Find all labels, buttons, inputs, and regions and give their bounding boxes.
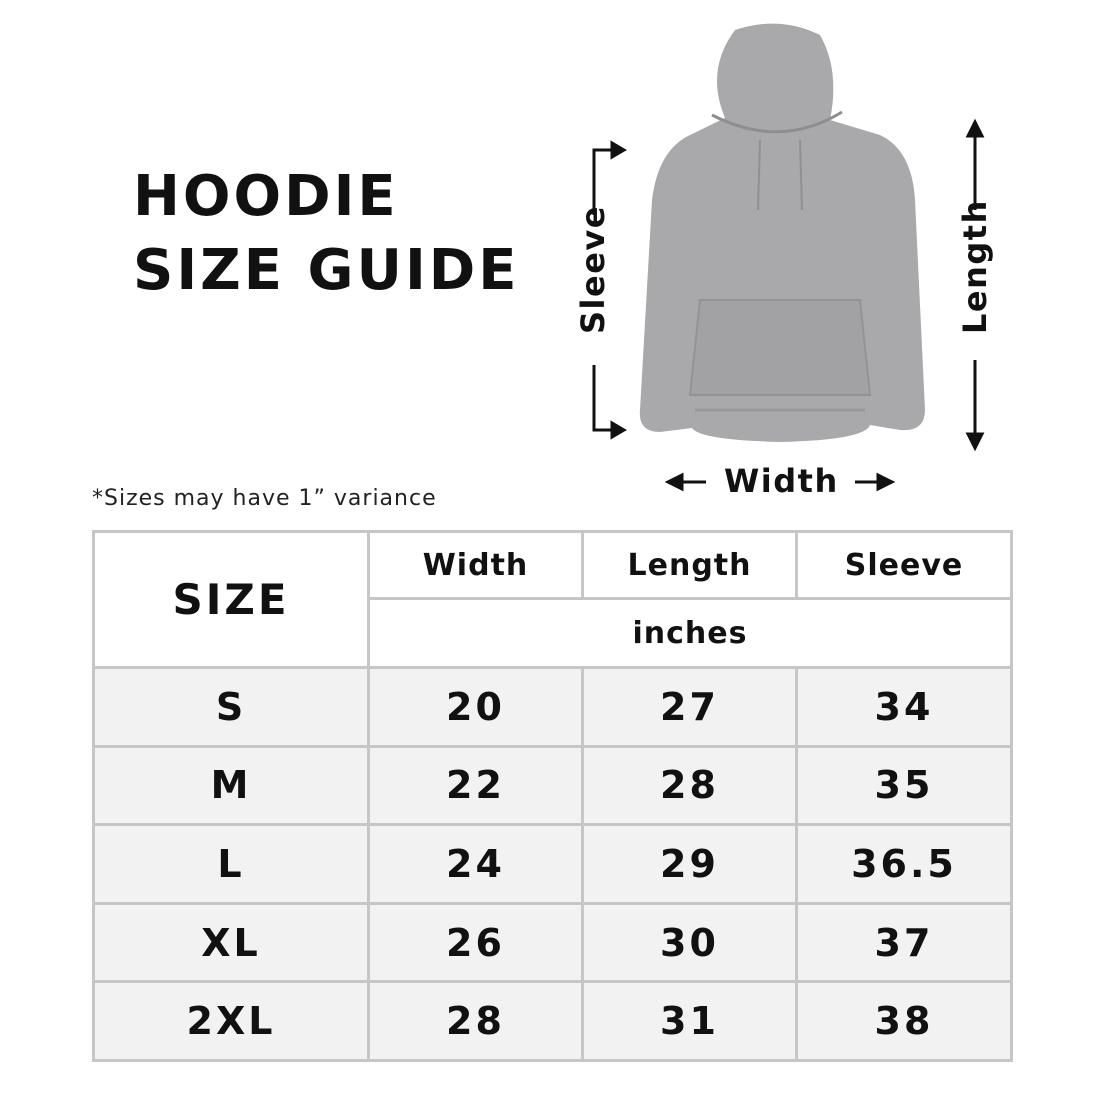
width-cell: 22 xyxy=(367,744,584,827)
header-unit: inches xyxy=(367,597,1013,669)
sleeve-cell: 38 xyxy=(795,980,1013,1062)
size-cell: L xyxy=(92,823,370,905)
length-cell: 28 xyxy=(581,744,798,827)
size-cell: M xyxy=(92,744,370,827)
table-row: M 22 28 35 xyxy=(92,744,1013,827)
hoodie-diagram xyxy=(592,23,985,492)
width-cell: 20 xyxy=(367,666,584,748)
hoodie-image xyxy=(639,23,925,442)
size-table: SIZE Width Length Sleeve inches S 20 27 34 … xyxy=(92,530,1013,1062)
header-row: SIZE Width Length Sleeve xyxy=(92,530,1013,669)
sleeve-cell: 35 xyxy=(795,744,1013,827)
length-cell: 30 xyxy=(581,901,798,984)
length-cell: 31 xyxy=(581,980,798,1062)
length-cell: 29 xyxy=(581,823,798,905)
size-cell: XL xyxy=(92,901,370,984)
title-line-1: HOODIE xyxy=(133,164,399,229)
sleeve-label: Sleeve xyxy=(574,205,612,334)
variance-note: *Sizes may have 1” variance xyxy=(92,486,437,511)
header-size: SIZE xyxy=(92,530,370,669)
size-cell: 2XL xyxy=(92,980,370,1062)
sleeve-cell: 34 xyxy=(795,666,1013,748)
header-width: Width xyxy=(367,530,584,600)
width-cell: 26 xyxy=(367,901,584,984)
header-sleeve: Sleeve xyxy=(795,530,1013,600)
sleeve-cell: 37 xyxy=(795,901,1013,984)
page-title: HOODIE SIZE GUIDE xyxy=(133,160,520,308)
sleeve-cell: 36.5 xyxy=(795,823,1013,905)
table-row: S 20 27 34 xyxy=(92,666,1013,748)
sleeve-arrow-top xyxy=(592,148,615,215)
width-label: Width xyxy=(724,462,839,500)
title-line-2: SIZE GUIDE xyxy=(133,238,520,303)
length-label: Length xyxy=(956,199,994,334)
table-row: 2XL 28 31 38 xyxy=(92,980,1013,1062)
width-cell: 24 xyxy=(367,823,584,905)
width-cell: 28 xyxy=(367,980,584,1062)
table-row: XL 26 30 37 xyxy=(92,901,1013,984)
size-cell: S xyxy=(92,666,370,748)
header-length: Length xyxy=(581,530,798,600)
length-cell: 27 xyxy=(581,666,798,748)
unit-row: inches xyxy=(94,597,1013,669)
table-row: L 24 29 36.5 xyxy=(92,823,1013,905)
